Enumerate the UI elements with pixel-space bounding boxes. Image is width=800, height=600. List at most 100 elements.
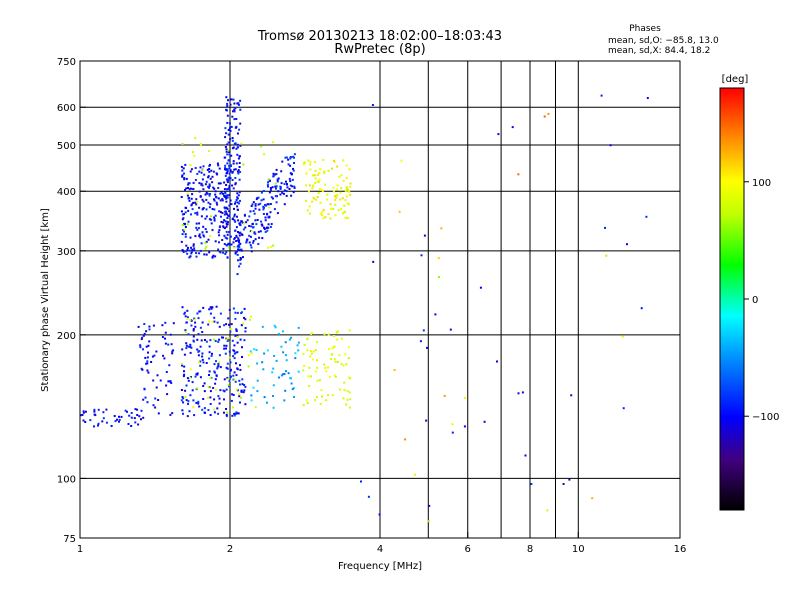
data-point	[226, 256, 229, 259]
data-point	[349, 406, 351, 409]
data-point	[171, 412, 174, 415]
data-point	[328, 348, 331, 350]
x-tick-label: 4	[377, 544, 383, 555]
data-point	[191, 389, 194, 392]
data-point	[254, 204, 257, 207]
data-point	[183, 230, 185, 233]
data-point	[224, 156, 227, 159]
data-point	[240, 249, 243, 252]
data-point	[294, 352, 297, 355]
data-point	[250, 246, 253, 249]
colorbar	[719, 87, 745, 511]
data-point	[344, 353, 347, 356]
data-point	[192, 340, 195, 343]
data-point	[419, 340, 422, 343]
data-point	[205, 245, 208, 248]
data-point	[422, 329, 425, 332]
data-point	[214, 193, 217, 196]
x-tick-label: 16	[674, 544, 687, 555]
data-point	[145, 362, 147, 365]
data-point	[231, 171, 234, 174]
data-point	[230, 203, 233, 206]
data-point	[237, 172, 240, 175]
data-point	[239, 122, 242, 125]
data-point	[570, 394, 573, 397]
data-point	[231, 139, 234, 142]
data-point	[254, 207, 257, 210]
data-point	[186, 192, 189, 195]
data-point	[187, 379, 190, 382]
data-point	[204, 193, 207, 196]
data-point	[226, 207, 229, 210]
data-point	[238, 234, 241, 237]
data-point	[319, 403, 322, 405]
data-point	[245, 241, 248, 244]
data-point	[263, 153, 266, 156]
data-point	[321, 395, 323, 398]
data-point	[182, 401, 185, 404]
data-point	[162, 354, 165, 357]
data-point	[622, 407, 625, 410]
data-point	[213, 198, 215, 201]
data-point	[244, 330, 247, 333]
data-point	[172, 322, 175, 325]
data-point	[234, 229, 237, 232]
data-point	[254, 203, 257, 205]
data-point	[133, 417, 136, 420]
data-point	[213, 187, 216, 190]
data-point	[283, 189, 286, 192]
data-point	[148, 325, 151, 328]
data-point	[227, 194, 230, 197]
data-point	[142, 348, 144, 351]
data-point	[234, 126, 237, 129]
data-point	[229, 330, 232, 333]
data-point	[343, 381, 346, 384]
data-point	[310, 352, 313, 355]
data-point	[321, 214, 323, 216]
data-point	[191, 381, 194, 384]
data-point	[266, 183, 269, 186]
data-point	[227, 317, 230, 320]
data-point	[142, 334, 145, 337]
data-point	[293, 185, 296, 188]
data-point	[205, 240, 208, 243]
data-point	[185, 207, 188, 209]
data-point	[252, 201, 255, 204]
data-point	[235, 234, 238, 237]
data-point	[246, 238, 249, 241]
data-point	[232, 394, 235, 396]
data-point	[562, 483, 565, 485]
data-point	[249, 318, 251, 321]
data-point	[193, 247, 196, 250]
data-point	[240, 142, 243, 145]
data-point	[234, 107, 237, 110]
data-point	[428, 504, 431, 507]
data-point	[287, 158, 290, 161]
data-point	[237, 248, 239, 251]
data-point	[225, 172, 228, 175]
data-point	[213, 316, 216, 319]
data-point	[249, 235, 252, 238]
data-point	[336, 361, 339, 363]
data-point	[319, 201, 322, 204]
data-point	[190, 203, 193, 206]
data-point	[217, 362, 220, 365]
data-point	[192, 328, 195, 330]
data-point	[312, 184, 315, 187]
data-point	[225, 408, 227, 410]
data-point	[261, 237, 264, 240]
colorbar-ticks: 100 0 −100	[744, 178, 779, 423]
data-point	[273, 355, 276, 357]
data-point	[283, 183, 286, 185]
data-point	[348, 376, 351, 379]
data-point	[150, 361, 153, 363]
y-tick-label: 75	[63, 534, 76, 545]
data-point	[187, 345, 190, 348]
data-point	[227, 129, 230, 131]
data-point	[239, 364, 241, 367]
data-point	[191, 250, 193, 253]
data-point	[240, 396, 242, 399]
colorbar-tick-label: 100	[752, 178, 771, 189]
data-point	[203, 235, 206, 238]
data-point	[360, 480, 362, 483]
